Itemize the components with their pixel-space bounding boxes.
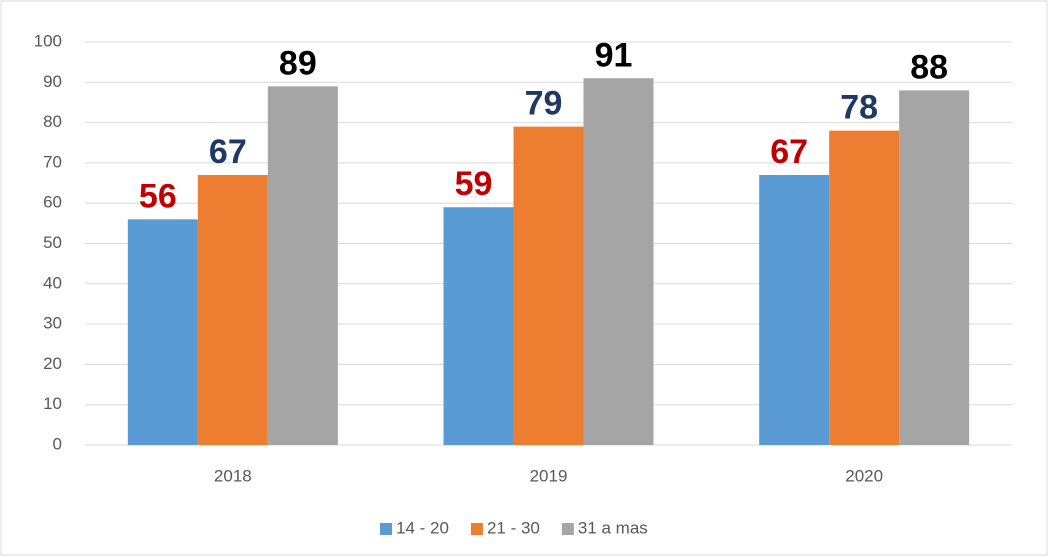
- legend-label: 14 - 20: [396, 518, 449, 537]
- bar: [197, 174, 268, 446]
- legend-swatch: [380, 523, 392, 535]
- legend-label: 21 - 30: [487, 518, 540, 537]
- data-label: 88: [910, 48, 948, 86]
- bar: [267, 86, 338, 445]
- y-tick-label: 10: [43, 394, 62, 413]
- y-tick-label: 30: [43, 314, 62, 333]
- legend-swatch: [561, 523, 574, 535]
- data-label: 59: [455, 165, 493, 203]
- legend-label: 31 a mas: [578, 518, 648, 537]
- y-tick-label: 100: [34, 31, 62, 50]
- data-label: 91: [595, 36, 633, 74]
- bar: [899, 90, 970, 446]
- data-label: 56: [139, 177, 177, 215]
- y-tick-label: 90: [43, 72, 62, 91]
- data-label: 67: [209, 133, 247, 171]
- y-tick-label: 50: [43, 233, 62, 252]
- bar: [127, 219, 198, 445]
- y-tick-label: 80: [43, 112, 62, 131]
- data-label: 78: [840, 89, 878, 127]
- y-tick-label: 70: [43, 152, 62, 171]
- data-label: 79: [525, 85, 563, 123]
- legend-swatch: [470, 523, 483, 535]
- bar: [759, 174, 830, 446]
- bar: [443, 207, 514, 445]
- y-tick-label: 20: [43, 354, 62, 373]
- bar: [513, 126, 584, 445]
- x-tick-label: 2018: [214, 466, 252, 485]
- bar: [829, 130, 900, 445]
- y-tick-label: 0: [53, 434, 62, 453]
- y-tick-label: 40: [43, 273, 62, 292]
- y-tick-label: 60: [43, 193, 62, 212]
- data-label: 89: [279, 44, 317, 82]
- x-tick-label: 2019: [530, 466, 568, 485]
- data-label: 67: [770, 133, 808, 171]
- bar: [583, 78, 654, 446]
- x-tick-label: 2020: [845, 466, 883, 485]
